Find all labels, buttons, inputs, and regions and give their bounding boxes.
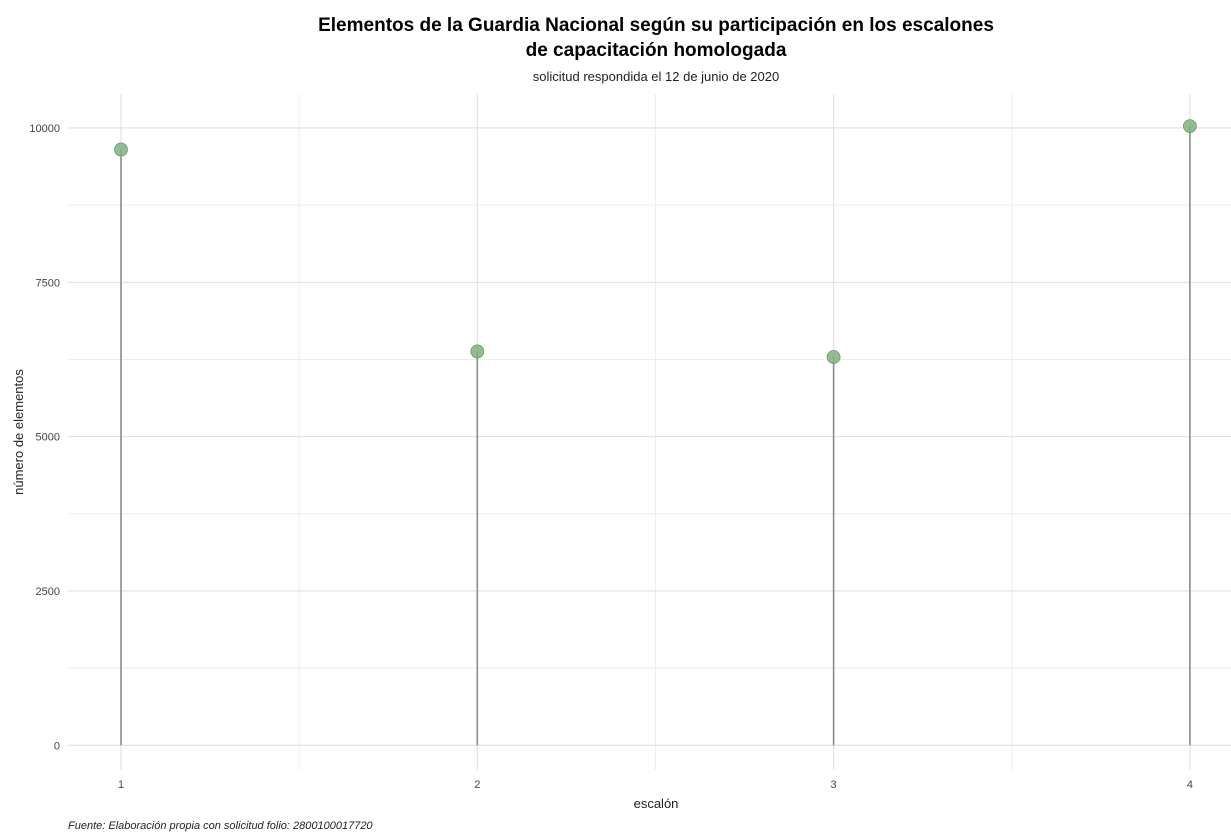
y-tick-label: 10000 [29, 123, 60, 135]
chart-title-line-2: de capacitación homologada [526, 40, 787, 61]
lollipop-point [826, 350, 841, 364]
x-axis-ticks: 1 2 3 4 [118, 779, 1193, 791]
y-axis-ticks: 0 2500 5000 7500 10000 [29, 123, 60, 752]
grid-lines [68, 94, 1231, 770]
lollipop-points [114, 119, 1197, 364]
lollipop-point [470, 344, 485, 359]
chart-subtitle: solicitud respondida el 12 de junio de 2… [533, 69, 779, 84]
lollipop-stems [120, 126, 1191, 746]
x-tick-label: 2 [474, 779, 480, 791]
y-tick-label: 2500 [36, 586, 60, 598]
y-tick-label: 7500 [36, 277, 60, 289]
y-axis-label: número de elementos [11, 369, 26, 495]
y-tick-label: 0 [54, 740, 60, 752]
chart-title-line-1: Elementos de la Guardia Nacional según s… [318, 15, 994, 36]
x-axis-label: escalón [634, 796, 679, 811]
lollipop-point [114, 142, 128, 157]
x-tick-label: 4 [1187, 779, 1193, 791]
y-tick-label: 5000 [36, 432, 60, 444]
lollipop-point [1183, 119, 1197, 134]
x-tick-label: 1 [118, 779, 124, 791]
chart-caption: Fuente: Elaboración propia con solicitud… [68, 820, 373, 832]
x-tick-label: 3 [831, 779, 837, 791]
